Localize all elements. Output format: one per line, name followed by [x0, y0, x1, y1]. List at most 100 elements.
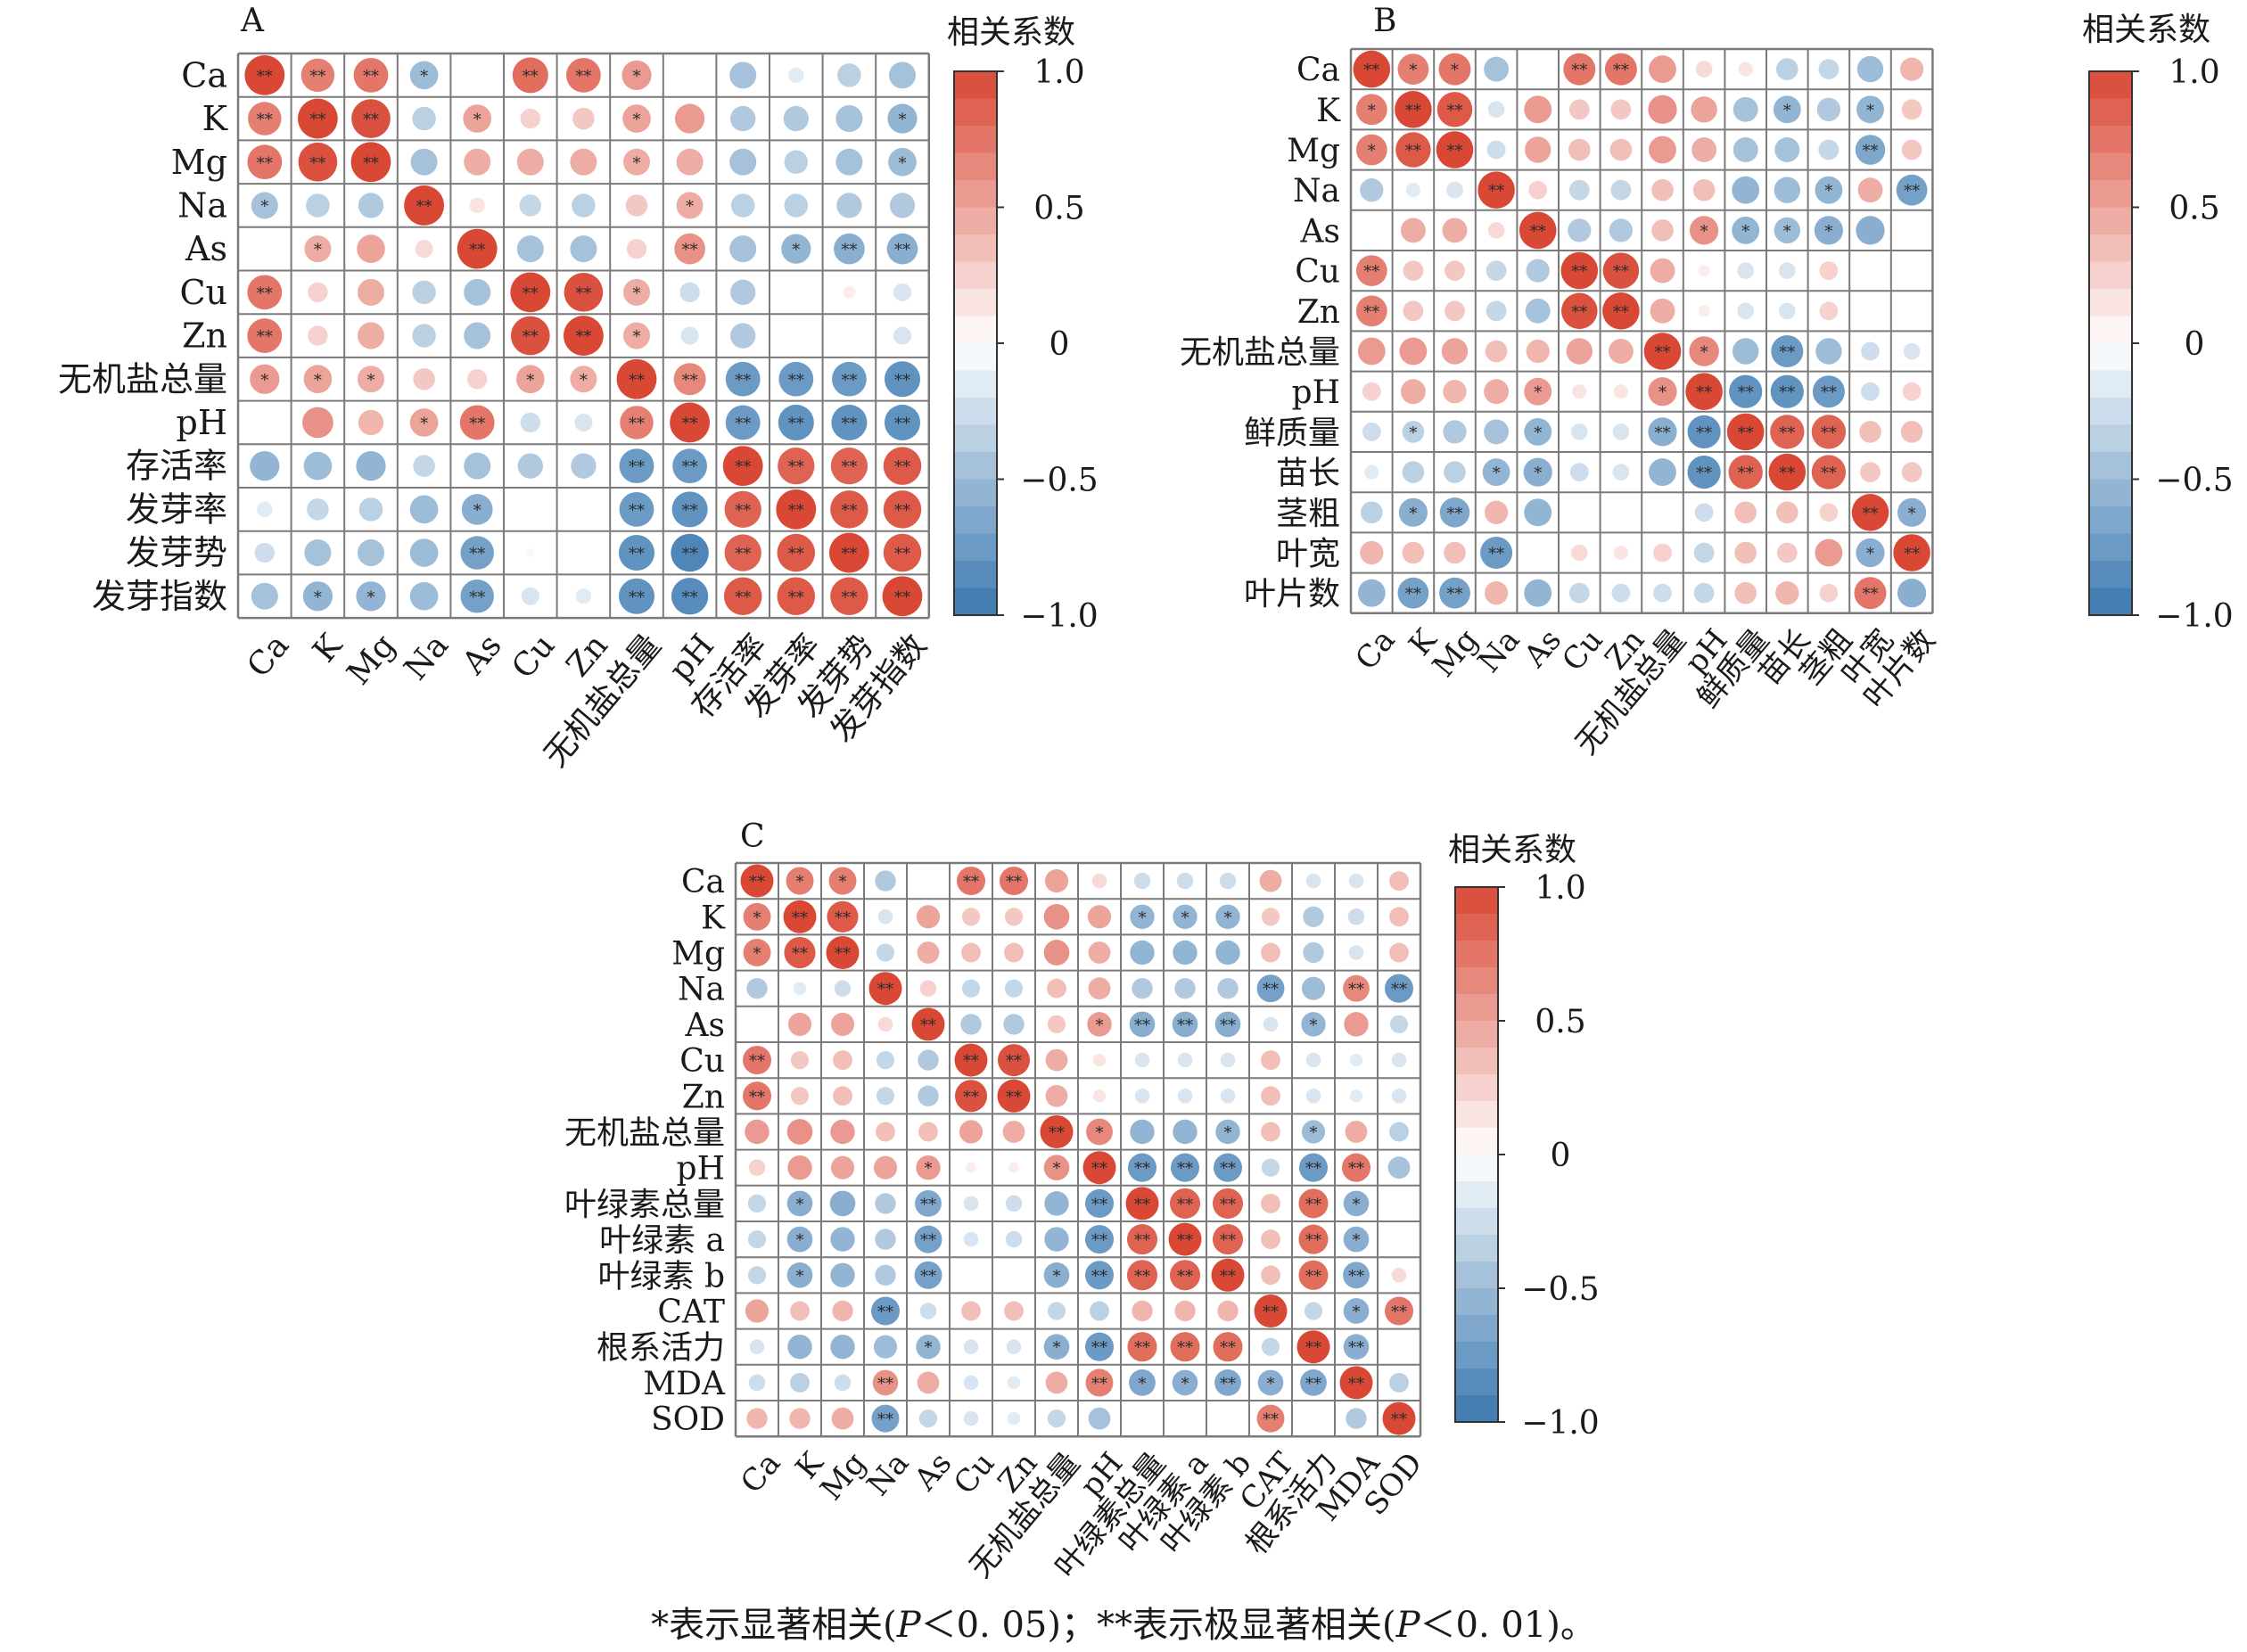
- row-label: Mg: [671, 936, 725, 973]
- panel-letter: B: [1373, 3, 1396, 39]
- corr-circle: [918, 1409, 938, 1428]
- corr-circle: [960, 1014, 982, 1035]
- significance-star: **: [1220, 1160, 1236, 1179]
- corr-circle: [831, 1407, 854, 1430]
- corr-circle: [674, 233, 705, 265]
- corr-circle: [830, 577, 868, 616]
- corr-circle: [884, 404, 921, 440]
- corr-circle: [250, 451, 280, 481]
- corr-circle: [1213, 1153, 1243, 1182]
- corr-circle: [1855, 135, 1886, 165]
- corr-circle: [1442, 218, 1468, 243]
- significance-star: *: [1534, 464, 1542, 483]
- corr-circle: [1818, 59, 1840, 79]
- corr-circle: [1893, 534, 1930, 571]
- corr-circle: [1691, 96, 1717, 123]
- significance-star: **: [682, 415, 698, 433]
- row-label: Zn: [182, 316, 227, 356]
- corr-circle: [830, 1012, 855, 1036]
- legend-tick-label: 0: [1551, 1138, 1571, 1174]
- legend-segment: [954, 316, 997, 344]
- significance-star: *: [796, 873, 804, 892]
- corr-circle: [1169, 1188, 1201, 1219]
- significance-star: **: [788, 415, 804, 433]
- corr-circle: [1382, 1401, 1416, 1435]
- corr-circle: [1047, 1409, 1066, 1428]
- corr-circle: [833, 1050, 852, 1071]
- significance-star: **: [749, 1088, 765, 1106]
- corr-circle: [1436, 131, 1474, 168]
- corr-circle: [358, 497, 383, 522]
- corr-circle: [748, 1374, 766, 1392]
- corr-circle: [786, 1226, 813, 1253]
- corr-circle: [1384, 1296, 1414, 1326]
- corr-circle: [787, 1334, 812, 1360]
- significance-star: **: [1738, 383, 1754, 402]
- row-label: Mg: [171, 143, 227, 182]
- significance-star: **: [1134, 1196, 1150, 1214]
- significance-star: **: [1220, 1339, 1236, 1358]
- corr-circle: [1524, 498, 1552, 527]
- corr-circle: [572, 107, 595, 130]
- significance-star: **: [963, 1052, 979, 1071]
- corr-circle: [828, 867, 857, 895]
- corr-circle: [966, 1162, 976, 1173]
- row-label: MDA: [643, 1366, 726, 1402]
- corr-circle: [1127, 1332, 1157, 1362]
- corr-circle: [350, 142, 391, 183]
- corr-circle: [1694, 503, 1714, 522]
- significance-star: **: [1305, 1339, 1321, 1358]
- row-label: Zn: [1297, 294, 1340, 331]
- legend-segment: [954, 424, 997, 453]
- corr-circle: [1349, 1089, 1363, 1103]
- significance-star: **: [1006, 1088, 1022, 1106]
- corr-circle: [730, 323, 756, 349]
- corr-circle: [1770, 415, 1805, 449]
- row-label: 叶绿素 b: [598, 1258, 726, 1294]
- significance-star: **: [841, 241, 857, 259]
- significance-star: *: [1368, 142, 1376, 160]
- row-label: 叶片数: [1244, 576, 1340, 612]
- corr-circle: [1901, 99, 1922, 120]
- significance-star: **: [788, 371, 804, 390]
- corr-circle: [1043, 1262, 1070, 1288]
- corr-circle: [1524, 417, 1552, 446]
- corr-circle: [625, 194, 648, 217]
- corr-circle: [730, 105, 756, 132]
- significance-star: **: [1091, 1160, 1107, 1179]
- corr-circle: [1303, 941, 1324, 964]
- corr-circle: [1734, 541, 1757, 564]
- corr-circle: [961, 908, 981, 926]
- significance-star: *: [839, 873, 847, 892]
- corr-circle: [1389, 1372, 1409, 1393]
- significance-star: **: [894, 545, 910, 563]
- corr-circle: [1303, 906, 1324, 927]
- corr-circle: [1126, 1224, 1158, 1255]
- corr-circle: [1650, 298, 1675, 324]
- row-label: Ca: [181, 55, 227, 95]
- significance-star: *: [1139, 908, 1147, 927]
- corr-circle: [618, 535, 655, 571]
- corr-circle: [1040, 1115, 1074, 1148]
- legend-segment: [954, 506, 997, 535]
- corr-circle: [747, 1229, 767, 1249]
- legend-segment: [954, 398, 997, 426]
- significance-star: *: [796, 1231, 804, 1250]
- significance-star: **: [841, 545, 857, 563]
- corr-circle: [1698, 265, 1710, 277]
- corr-circle: [1261, 1086, 1280, 1106]
- corr-circle: [1737, 302, 1754, 320]
- corr-circle: [876, 943, 895, 962]
- corr-circle: [1343, 1298, 1370, 1324]
- corr-circle: [1168, 1222, 1202, 1256]
- corr-circle: [1438, 53, 1471, 86]
- row-label: pH: [677, 1151, 725, 1188]
- legend-segment: [1455, 1048, 1498, 1075]
- significance-star: **: [1655, 343, 1671, 362]
- corr-circle: [1691, 137, 1717, 162]
- corr-circle: [1349, 1053, 1363, 1067]
- legend-segment: [1455, 1074, 1498, 1102]
- corr-circle: [1486, 140, 1506, 160]
- corr-circle: [1047, 1302, 1066, 1320]
- corr-circle: [1563, 53, 1596, 86]
